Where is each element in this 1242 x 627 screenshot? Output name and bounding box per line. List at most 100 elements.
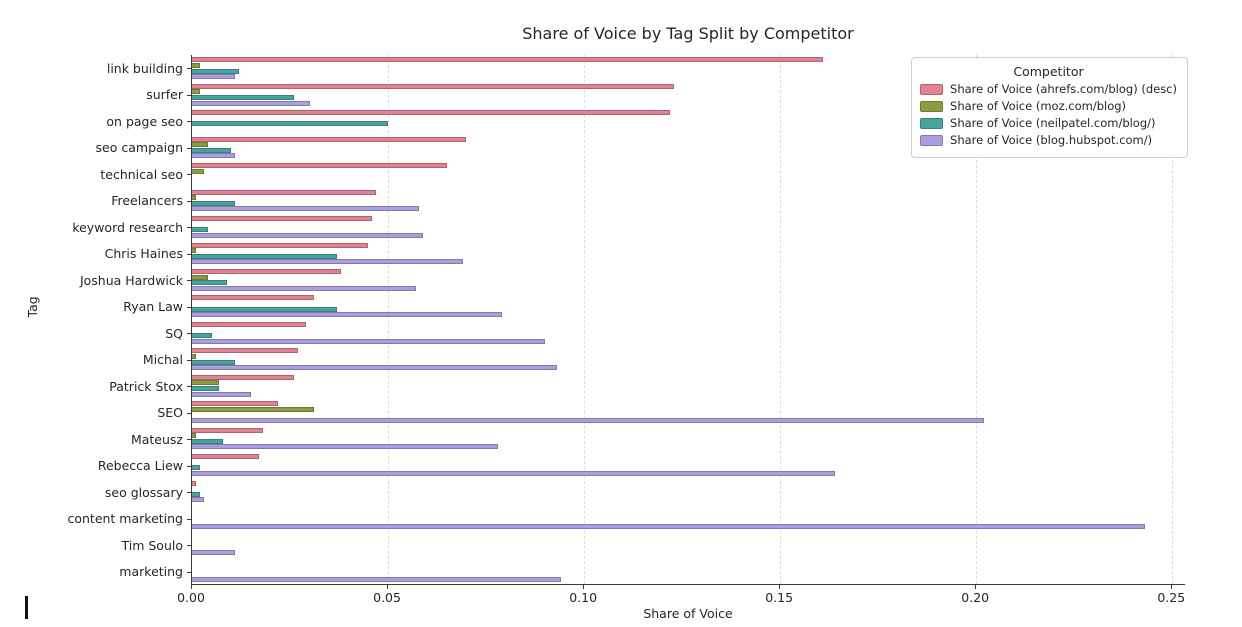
bar — [192, 338, 545, 344]
y-tick-mark — [187, 280, 191, 282]
y-tick-label: SQ — [165, 325, 183, 341]
legend-swatch — [920, 100, 944, 112]
bar — [192, 295, 314, 301]
bar — [192, 401, 279, 407]
y-tick-mark — [187, 333, 191, 335]
y-tick-label: technical seo — [100, 166, 183, 182]
category-row — [192, 81, 1185, 107]
bar — [192, 83, 675, 89]
category-row — [192, 425, 1185, 451]
bar — [192, 62, 200, 68]
bar — [192, 280, 228, 286]
x-tick-label: 0.20 — [961, 590, 990, 605]
bar — [192, 100, 310, 106]
bar — [192, 216, 373, 222]
plot-area — [191, 55, 1185, 585]
bar — [192, 121, 389, 127]
y-tick-mark — [187, 68, 191, 70]
bar — [192, 74, 236, 80]
x-tick-mark — [191, 585, 192, 589]
category-row — [192, 134, 1185, 160]
legend-title: Competitor — [1013, 64, 1084, 79]
category-row — [192, 161, 1185, 187]
y-tick-label: Tim Soulo — [121, 537, 184, 553]
legend-entry: Share of Voice (ahrefs.com/blog) (desc) — [920, 82, 1177, 96]
bar — [192, 89, 200, 95]
x-tick-label: 0.15 — [765, 590, 794, 605]
y-tick-mark — [187, 253, 191, 255]
bar — [192, 227, 208, 233]
legend: Competitor Share of Voice (ahrefs.com/bl… — [911, 57, 1188, 158]
bar — [192, 306, 338, 312]
bar — [192, 365, 557, 371]
category-row — [192, 293, 1185, 319]
bar — [192, 57, 824, 63]
bar — [192, 454, 259, 460]
x-tick-mark — [387, 585, 389, 589]
y-tick-mark — [187, 359, 191, 361]
gridline — [584, 55, 586, 584]
bar — [192, 136, 467, 142]
bar — [192, 153, 236, 159]
bar — [192, 576, 561, 582]
bar — [192, 242, 369, 248]
bar — [192, 418, 985, 423]
bar — [192, 312, 502, 318]
category-row — [192, 187, 1185, 213]
y-tick-label: Patrick Stox — [109, 378, 183, 394]
bar — [192, 268, 341, 274]
legend-swatch — [920, 117, 944, 129]
bar — [192, 444, 498, 450]
x-axis-label: Share of Voice — [643, 606, 733, 621]
y-tick-mark — [187, 412, 191, 414]
y-tick-mark — [187, 306, 191, 308]
y-tick-label: SEO — [157, 405, 183, 421]
x-tick-label: 0.25 — [1157, 590, 1186, 605]
legend-entry: Share of Voice (neilpatel.com/blog/) — [920, 116, 1177, 130]
x-tick-label: 0.10 — [569, 590, 598, 605]
y-tick-label: Chris Haines — [104, 246, 183, 262]
y-axis-tick-labels: link building surfer on page seo seo campai… — [0, 55, 183, 585]
category-row — [192, 346, 1185, 372]
category-row — [192, 240, 1185, 266]
y-tick-label: seo glossary — [104, 484, 183, 500]
bar — [192, 285, 416, 291]
y-tick-label: content marketing — [67, 511, 183, 527]
y-axis-label: Tag — [25, 296, 41, 318]
y-tick-mark — [187, 227, 191, 229]
y-tick-mark — [187, 147, 191, 149]
legend-entry-label: Share of Voice (blog.hubspot.com/) — [950, 133, 1153, 147]
bar — [192, 195, 196, 201]
bar — [192, 470, 836, 476]
y-tick-label: Ryan Law — [123, 299, 183, 315]
legend-entry: Share of Voice (moz.com/blog) — [920, 99, 1177, 113]
legend-swatch — [920, 134, 944, 146]
y-tick-label: on page seo — [106, 113, 183, 129]
bar — [192, 523, 1145, 529]
bar — [192, 142, 208, 148]
bar — [192, 248, 196, 254]
y-tick-label: Mateusz — [130, 431, 183, 447]
bar — [192, 232, 424, 238]
category-row — [192, 452, 1185, 478]
y-tick-mark — [187, 386, 191, 388]
y-tick-mark — [187, 94, 191, 96]
category-row — [192, 478, 1185, 504]
y-tick-label: marketing — [119, 564, 183, 580]
bar — [192, 385, 220, 391]
x-tick-mark — [1171, 585, 1173, 589]
bar — [192, 391, 251, 397]
y-tick-label: Michal — [142, 352, 183, 368]
y-tick-mark — [187, 121, 191, 123]
bar — [192, 497, 204, 503]
bar — [192, 68, 240, 74]
y-tick-mark — [187, 465, 191, 467]
bar — [192, 206, 420, 212]
y-tick-label: link building — [106, 60, 183, 76]
legend-entry-label: Share of Voice (ahrefs.com/blog) (desc) — [950, 82, 1177, 96]
bar — [192, 359, 236, 365]
y-tick-mark — [187, 518, 191, 520]
category-row — [192, 214, 1185, 240]
x-tick-mark — [975, 585, 977, 589]
bar — [192, 321, 306, 327]
